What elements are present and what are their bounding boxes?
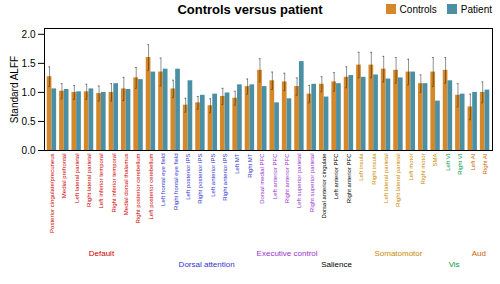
svg-text:Right insula: Right insula — [371, 153, 377, 185]
svg-text:Left lateral parietal: Left lateral parietal — [383, 154, 389, 203]
svg-text:Right lateral parietal: Right lateral parietal — [395, 154, 401, 207]
svg-text:Right anterior IPS: Right anterior IPS — [222, 154, 228, 201]
svg-text:SMA: SMA — [432, 154, 438, 167]
svg-text:Dorsal attention: Dorsal attention — [179, 260, 235, 269]
svg-text:Left anterior IPS: Left anterior IPS — [210, 154, 216, 197]
svg-text:Left insula: Left insula — [358, 153, 364, 181]
svg-text:Aud: Aud — [472, 249, 486, 258]
svg-text:Left frontal eye field: Left frontal eye field — [160, 154, 166, 206]
svg-text:Posterior cingulate/precuneus: Posterior cingulate/precuneus — [49, 154, 55, 233]
svg-text:0.0: 0.0 — [22, 145, 36, 156]
svg-text:Right anterior PFC: Right anterior PFC — [346, 153, 352, 203]
svg-text:Left motor: Left motor — [408, 154, 414, 181]
svg-text:Dorsal medial PFC: Dorsal medial PFC — [259, 153, 265, 204]
html-text:Controls versus patient: Controls versus patient — [177, 2, 323, 17]
svg-text:Left lateral parietal: Left lateral parietal — [74, 154, 80, 203]
svg-text:Right posterior IPS: Right posterior IPS — [197, 154, 203, 204]
svg-text:Medial prefrontal: Medial prefrontal — [61, 154, 67, 199]
svg-text:Standard ALFF: Standard ALFF — [9, 56, 20, 123]
svg-text:Vis: Vis — [449, 260, 460, 269]
svg-text:Left posterior cerebellum: Left posterior cerebellum — [148, 154, 154, 220]
html-text:Controls: Controls — [399, 4, 437, 15]
svg-text:Left MT: Left MT — [234, 153, 240, 174]
svg-text:Left VI: Left VI — [445, 153, 451, 171]
svg-text:Right superior parietal: Right superior parietal — [309, 154, 315, 213]
svg-text:Right lateral parietal: Right lateral parietal — [86, 154, 92, 207]
svg-text:Right inferior temporal: Right inferior temporal — [111, 154, 117, 213]
svg-text:Left anterior PFC: Left anterior PFC — [333, 153, 339, 199]
svg-text:Medial dorsal thalamus: Medial dorsal thalamus — [123, 154, 129, 216]
svg-text:Right VI: Right VI — [457, 153, 463, 175]
svg-text:Left superior parietal: Left superior parietal — [296, 154, 302, 209]
svg-text:2.0: 2.0 — [22, 29, 36, 40]
svg-text:Default: Default — [89, 249, 115, 258]
svg-text:Executive control: Executive control — [257, 249, 318, 258]
svg-text:1.0: 1.0 — [22, 87, 36, 98]
svg-text:1.5: 1.5 — [22, 58, 36, 69]
svg-text:0.5: 0.5 — [22, 116, 36, 127]
svg-text:Right MT: Right MT — [247, 153, 253, 178]
svg-text:Right frontal eye field: Right frontal eye field — [173, 154, 179, 210]
svg-text:Somatomotor: Somatomotor — [374, 249, 422, 258]
svg-text:Left posterior IPS: Left posterior IPS — [185, 154, 191, 200]
html-text:Patient: Patient — [460, 4, 492, 15]
svg-text:Dorsal anterior cingulate: Dorsal anterior cingulate — [321, 153, 327, 219]
svg-text:Right anterior PFC: Right anterior PFC — [284, 153, 290, 203]
svg-text:Right motor: Right motor — [420, 154, 426, 185]
svg-text:Left anterior PFC: Left anterior PFC — [272, 153, 278, 199]
svg-text:Right posterior cerebellum: Right posterior cerebellum — [135, 153, 141, 223]
svg-text:Left AI: Left AI — [470, 153, 476, 170]
svg-text:Right AI: Right AI — [482, 153, 488, 174]
svg-text:Salience: Salience — [321, 260, 352, 269]
svg-text:Left inferior temporal: Left inferior temporal — [98, 154, 104, 209]
